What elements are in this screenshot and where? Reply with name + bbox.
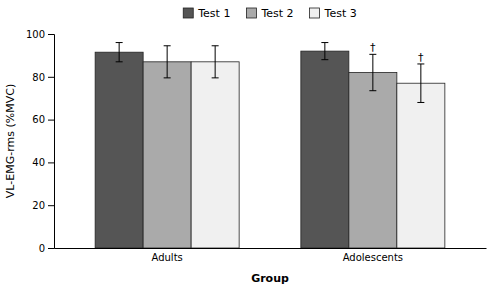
bar [301, 51, 349, 248]
y-tick-mark [48, 248, 54, 249]
y-tick-mark [48, 77, 54, 78]
y-tick-label: 40 [32, 157, 45, 168]
bar [191, 62, 239, 248]
error-bar [369, 54, 376, 90]
annotation: † [418, 51, 424, 64]
y-axis-line [48, 35, 55, 249]
y-tick: 80 [32, 72, 54, 83]
legend-swatch [183, 8, 193, 18]
y-axis-title: VL-EMG-rms (%MVC) [4, 84, 17, 198]
legend-swatch [310, 8, 320, 18]
bar [143, 62, 191, 248]
plot-area [95, 43, 445, 248]
error-bar [116, 43, 123, 62]
y-tick-mark [48, 205, 54, 206]
y-tick-label: 100 [26, 29, 45, 40]
legend-item: Test 1 [183, 7, 230, 20]
legend-item: Test 2 [246, 7, 293, 20]
annotations: †† [370, 41, 424, 64]
y-tick: 40 [32, 157, 54, 168]
y-tick-label: 80 [32, 72, 45, 83]
legend-item: Test 3 [310, 7, 357, 20]
y-tick: 60 [32, 114, 54, 125]
legend-label: Test 3 [324, 7, 357, 20]
y-tick-label: 0 [39, 243, 45, 254]
x-tick-label: Adolescents [343, 252, 403, 263]
bar [349, 73, 397, 248]
bar [397, 83, 445, 248]
error-bar [417, 64, 424, 103]
x-tick: Adolescents [343, 252, 403, 263]
annotation: † [370, 41, 376, 54]
y-tick-label: 60 [32, 114, 45, 125]
x-axis-title: Group [251, 272, 289, 285]
y-tick: 100 [26, 29, 54, 40]
y-tick: 20 [32, 200, 54, 211]
legend-label: Test 1 [197, 7, 230, 20]
y-tick: 0 [39, 243, 54, 254]
y-tick-mark [48, 34, 54, 35]
x-tick-label: Adults [152, 252, 183, 263]
legend-label: Test 2 [260, 7, 293, 20]
error-bar [321, 43, 328, 60]
error-bar [164, 46, 171, 78]
legend-swatch [246, 8, 256, 18]
x-axis: Adults Adolescents [55, 249, 487, 264]
x-axis-line [55, 248, 487, 249]
bar [95, 52, 143, 248]
chart: ††020406080100AdultsAdolescentsVL-EMG-rm… [0, 0, 500, 290]
y-axis: 0 20 40 60 80 100 [26, 29, 55, 254]
y-tick-label: 20 [32, 200, 45, 211]
error-bar [212, 46, 219, 78]
y-tick-mark [48, 162, 54, 163]
legend: Test 1 Test 2 Test 3 [183, 7, 357, 20]
y-tick-mark [48, 120, 54, 121]
x-tick: Adults [152, 252, 183, 263]
